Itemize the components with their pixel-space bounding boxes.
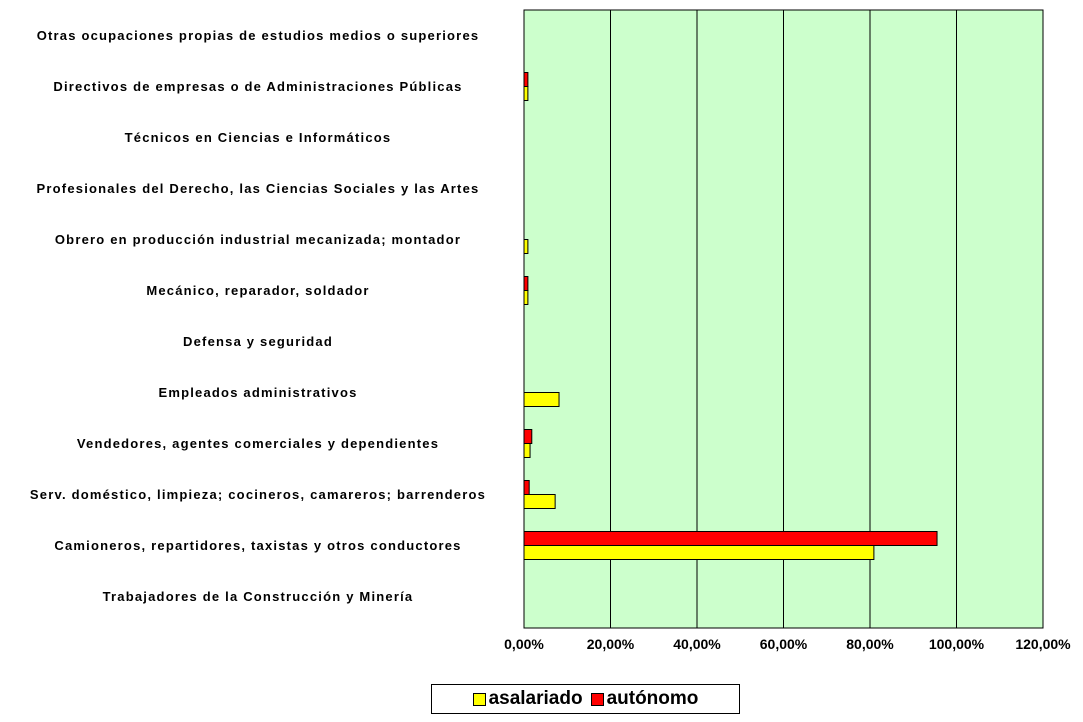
y-tick-label: Vendedores, agentes comerciales y depend… — [76, 435, 440, 451]
x-tick-label: 0,00% — [504, 636, 544, 652]
y-tick-label: Camioneros, repartidores, taxistas y otr… — [54, 537, 462, 553]
legend-label: autónomo — [606, 688, 699, 709]
bar — [523, 531, 938, 546]
bar — [523, 545, 875, 560]
x-tick-label: 60,00% — [759, 636, 808, 652]
bar — [523, 86, 529, 101]
legend-swatch — [590, 692, 604, 706]
y-tick-label: Serv. doméstico, limpieza; cocineros, ca… — [29, 486, 487, 502]
bar — [523, 443, 531, 458]
y-tick-label: Técnicos en Ciencias e Informáticos — [124, 129, 392, 145]
y-tick-label: Profesionales del Derecho, las Ciencias … — [36, 180, 480, 196]
legend-swatch — [472, 692, 486, 706]
x-tick-label: 80,00% — [846, 636, 894, 652]
legend-item: autónomo — [590, 688, 699, 710]
y-tick-label: Otras ocupaciones propias de estudios me… — [36, 27, 480, 43]
legend: asalariado autónomo — [431, 684, 740, 714]
y-tick-label: Obrero en producción industrial mecaniza… — [54, 231, 462, 247]
y-tick-label: Trabajadores de la Construcción y Minerí… — [102, 588, 414, 604]
bar — [523, 290, 529, 305]
bar — [523, 429, 533, 444]
x-tick-label: 20,00% — [586, 636, 635, 652]
bar — [523, 480, 530, 495]
y-tick-label: Defensa y seguridad — [183, 333, 333, 349]
y-tick-label: Mecánico, reparador, soldador — [146, 282, 370, 298]
legend-item: asalariado — [472, 688, 583, 710]
x-tick-label: 40,00% — [673, 636, 721, 652]
bar — [523, 494, 556, 509]
bar — [523, 239, 529, 254]
y-tick-label: Empleados administrativos — [158, 384, 358, 400]
x-tick-label: 120,00% — [1015, 636, 1071, 652]
legend-label: asalariado — [488, 688, 583, 709]
x-tick-label: 100,00% — [928, 636, 985, 652]
bar — [523, 276, 529, 291]
y-tick-label: Directivos de empresas o de Administraci… — [53, 78, 463, 94]
bar — [523, 72, 529, 87]
bar — [523, 392, 560, 407]
